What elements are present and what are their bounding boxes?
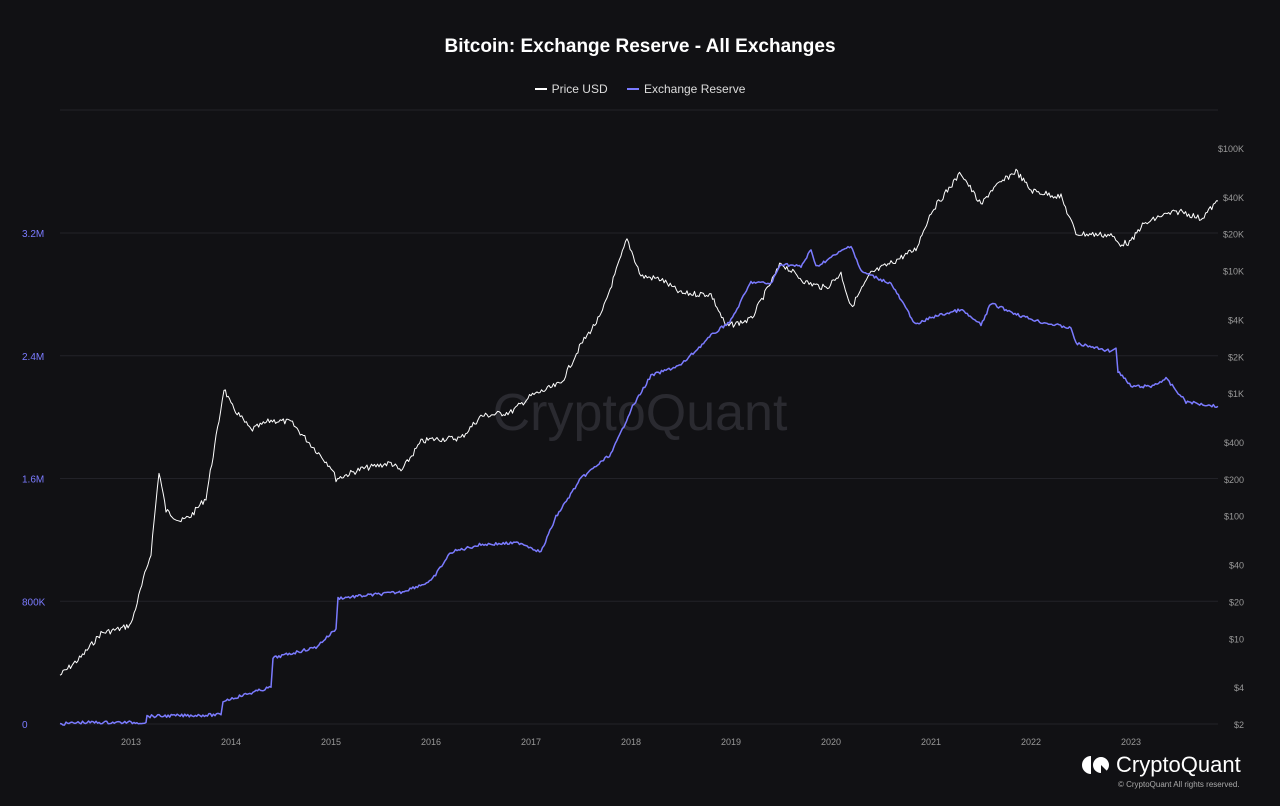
right-axis-tick: $4K: [1228, 315, 1244, 325]
left-axis-tick: 3.2M: [22, 229, 44, 240]
right-axis-tick: $20K: [1223, 230, 1244, 240]
legend-label-price: Price USD: [551, 82, 608, 96]
price-swatch: [534, 88, 547, 90]
legend-label-reserve: Exchange Reserve: [643, 82, 746, 96]
chart-title: Bitcoin: Exchange Reserve - All Exchange…: [444, 36, 836, 57]
cryptoquant-logo: CryptoQuant: [1082, 752, 1241, 778]
x-axis-tick: 2020: [821, 737, 841, 747]
reserve-line: [59, 245, 1219, 726]
x-axis-tick: 2019: [721, 737, 741, 747]
price-line: [59, 168, 1219, 676]
x-axis-tick: 2017: [521, 737, 541, 747]
watermark: CryptoQuant: [493, 384, 788, 442]
logo-icon: [1082, 756, 1109, 774]
right-axis-tick: $1K: [1228, 389, 1244, 399]
right-axis-tick: $100K: [1218, 144, 1244, 154]
right-axis-tick: $20: [1229, 597, 1244, 607]
x-axis-tick: 2014: [221, 737, 241, 747]
right-axis-tick: $40K: [1223, 193, 1244, 203]
right-axis-tick: $10K: [1223, 267, 1244, 277]
x-axis-tick: 2018: [621, 737, 641, 747]
right-axis-tick: $2: [1234, 720, 1244, 730]
x-axis-tick: 2016: [421, 737, 441, 747]
left-axis-tick: 2.4M: [22, 352, 44, 363]
right-axis-tick: $400: [1224, 438, 1244, 448]
legend-item-price[interactable]: Price USD: [534, 82, 608, 96]
right-axis-tick: $10: [1229, 634, 1244, 644]
right-axis-tick: $200: [1224, 475, 1244, 485]
legend-item-reserve[interactable]: Exchange Reserve: [626, 82, 746, 96]
x-axis-tick: 2015: [321, 737, 341, 747]
x-axis-tick: 2022: [1021, 737, 1041, 747]
right-axis-tick: $4: [1234, 683, 1244, 693]
left-axis-tick: 800K: [22, 597, 46, 608]
right-axis-tick: $2K: [1228, 352, 1244, 362]
x-axis-tick: 2023: [1121, 737, 1141, 747]
logo-text: CryptoQuant: [1116, 752, 1241, 777]
left-axis-tick: 0: [22, 720, 28, 731]
legend: Price USD Exchange Reserve: [0, 79, 1280, 96]
x-axis-tick: 2013: [121, 737, 141, 747]
x-axis-tick: 2021: [921, 737, 941, 747]
right-axis-tick: $100: [1224, 512, 1244, 522]
copyright: © CryptoQuant All rights reserved.: [1118, 780, 1240, 789]
right-axis-tick: $40: [1229, 561, 1244, 571]
reserve-swatch: [626, 88, 639, 90]
left-axis-tick: 1.6M: [22, 475, 44, 486]
